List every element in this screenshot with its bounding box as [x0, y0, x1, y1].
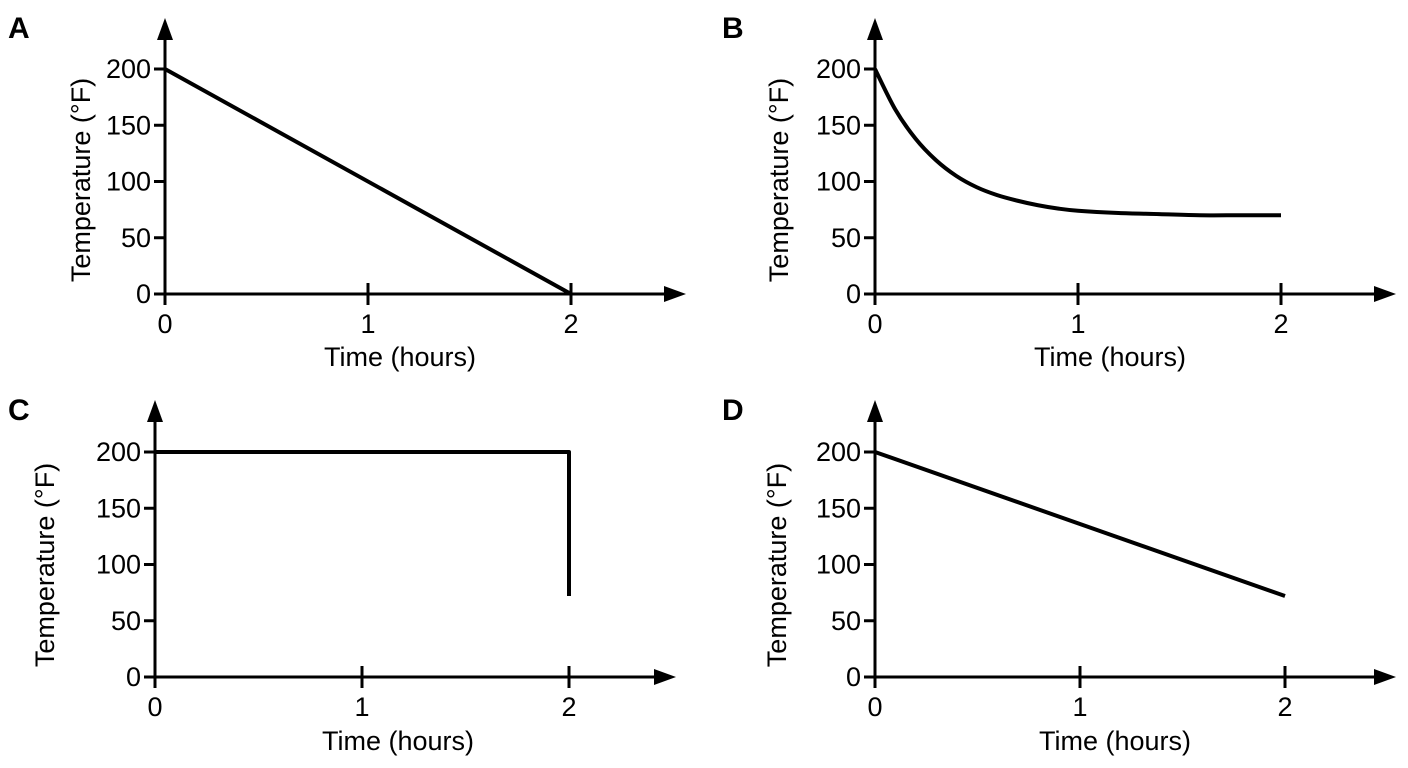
y-tick-label: 0 [846, 279, 861, 309]
x-tick-label: 1 [354, 692, 369, 722]
x-tick-label: 2 [563, 309, 578, 339]
series-line-a [164, 67, 572, 296]
x-tick-label: 0 [147, 692, 162, 722]
y-axis-arrowhead [867, 18, 883, 40]
y-tick-label: 200 [816, 54, 861, 84]
y-tick-label: 100 [816, 167, 861, 197]
y-axis-title: Temperature (°F) [764, 78, 794, 282]
chart-panel-c: C 0 50 100 150 200 0 1 2 Time (hours) Temperature … [8, 394, 676, 756]
y-axis-arrowhead [157, 18, 173, 40]
y-tick-label: 100 [106, 167, 151, 197]
y-axis-title: Temperature (°F) [762, 463, 792, 667]
y-axis-arrowhead [147, 400, 163, 422]
x-axis-arrowhead [1374, 286, 1396, 302]
y-tick-label: 150 [106, 110, 151, 140]
series-line-c [155, 450, 571, 596]
y-tick-label: 100 [96, 550, 141, 580]
y-tick-label: 200 [816, 437, 861, 467]
x-tick-label: 0 [867, 309, 882, 339]
x-axis-title: Time (hours) [1039, 726, 1191, 756]
x-tick-label: 1 [1072, 692, 1087, 722]
y-tick-label: 150 [96, 493, 141, 523]
x-tick-label: 1 [1070, 309, 1085, 339]
y-tick-label: 0 [136, 279, 151, 309]
chart-panel-a: A 0 50 100 150 200 0 1 2 Time (hours) Temperature … [8, 12, 686, 372]
y-tick-label: 200 [96, 437, 141, 467]
x-tick-label: 2 [1273, 309, 1288, 339]
y-tick-label: 100 [816, 550, 861, 580]
chart-panel-d: D 0 50 100 150 200 0 1 2 Time (hours) Temperature … [722, 394, 1396, 756]
y-tick-label: 50 [831, 223, 861, 253]
panel-letter-a: A [8, 12, 30, 45]
x-axis-title: Time (hours) [324, 342, 476, 372]
y-tick-label: 50 [831, 606, 861, 636]
panel-letter-b: B [722, 12, 744, 45]
y-tick-label: 50 [121, 223, 151, 253]
y-tick-label: 150 [816, 110, 861, 140]
panel-letter-c: C [8, 394, 30, 427]
series-line-d [874, 450, 1286, 598]
x-tick-label: 0 [867, 692, 882, 722]
x-axis-arrowhead [664, 286, 686, 302]
panel-letter-d: D [722, 394, 744, 427]
x-tick-label: 1 [360, 309, 375, 339]
y-tick-label: 0 [126, 662, 141, 692]
chart-panel-b: B 0 50 100 150 200 0 1 2 Time (hours) Temperature … [722, 12, 1396, 372]
y-tick-label: 0 [846, 662, 861, 692]
x-axis-arrowhead [654, 669, 676, 685]
y-axis-title: Temperature (°F) [30, 463, 60, 667]
x-tick-label: 2 [1277, 692, 1292, 722]
y-tick-label: 200 [106, 54, 151, 84]
x-tick-label: 2 [561, 692, 576, 722]
x-axis-title: Time (hours) [322, 726, 474, 756]
y-axis-arrowhead [867, 400, 883, 422]
y-tick-label: 50 [111, 606, 141, 636]
x-axis-title: Time (hours) [1034, 342, 1186, 372]
y-tick-label: 150 [816, 493, 861, 523]
x-tick-label: 0 [157, 309, 172, 339]
series-line-b [873, 68, 1281, 218]
x-axis-arrowhead [1374, 669, 1396, 685]
y-axis-title: Temperature (°F) [66, 78, 96, 282]
